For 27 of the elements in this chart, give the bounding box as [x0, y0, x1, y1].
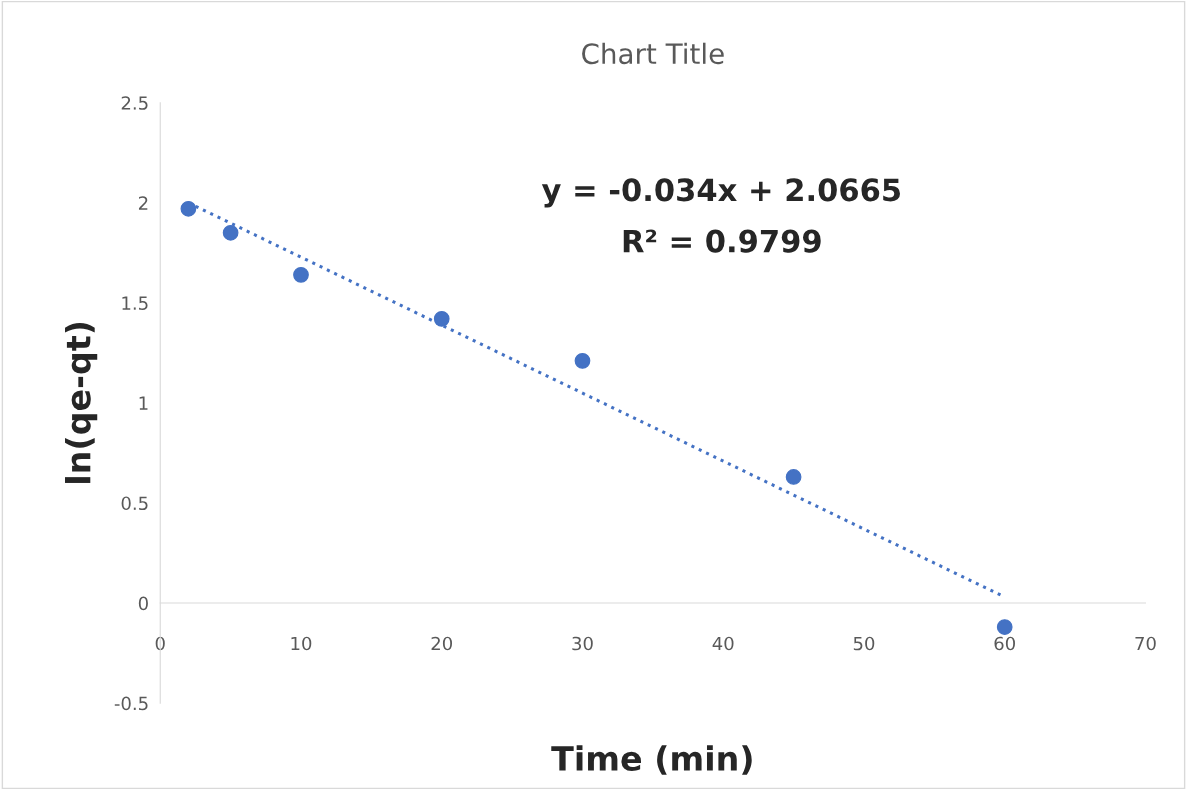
point — [574, 353, 591, 369]
y-tick-label: 1.5 — [122, 296, 148, 310]
point — [433, 310, 450, 327]
point — [996, 619, 1013, 635]
y-tick-label: 2.5 — [121, 96, 148, 110]
point — [293, 266, 309, 283]
y-tick-label: 0.5 — [121, 496, 148, 511]
x-tick-label: 10 — [291, 636, 312, 651]
x-tick-label: 20 — [431, 636, 453, 651]
x-tick-label: 60 — [994, 636, 1015, 651]
y-axis-title: ln(qe-qt) — [64, 322, 98, 483]
y-tick-label: 0 — [138, 596, 148, 611]
y-tick-label: -0.5 — [114, 696, 148, 711]
point — [785, 469, 802, 485]
x-tick-label: 70 — [1135, 636, 1156, 651]
x-tick-label: 30 — [572, 636, 593, 651]
x-tick-label: 50 — [853, 636, 875, 651]
annotation: y = -0.034x + 2.0665 — [541, 178, 900, 208]
x-tick-label: 40 — [712, 636, 734, 651]
x-axis-title: Time (min) — [551, 745, 752, 775]
annotation: R² = 0.9799 — [623, 229, 821, 253]
y-tick-label: 1 — [139, 396, 148, 410]
point — [180, 200, 197, 217]
y-tick-label: 2 — [138, 196, 148, 210]
point — [222, 224, 239, 241]
x-tick-label: 0 — [155, 636, 165, 651]
chart-title: Chart Title — [582, 42, 724, 65]
